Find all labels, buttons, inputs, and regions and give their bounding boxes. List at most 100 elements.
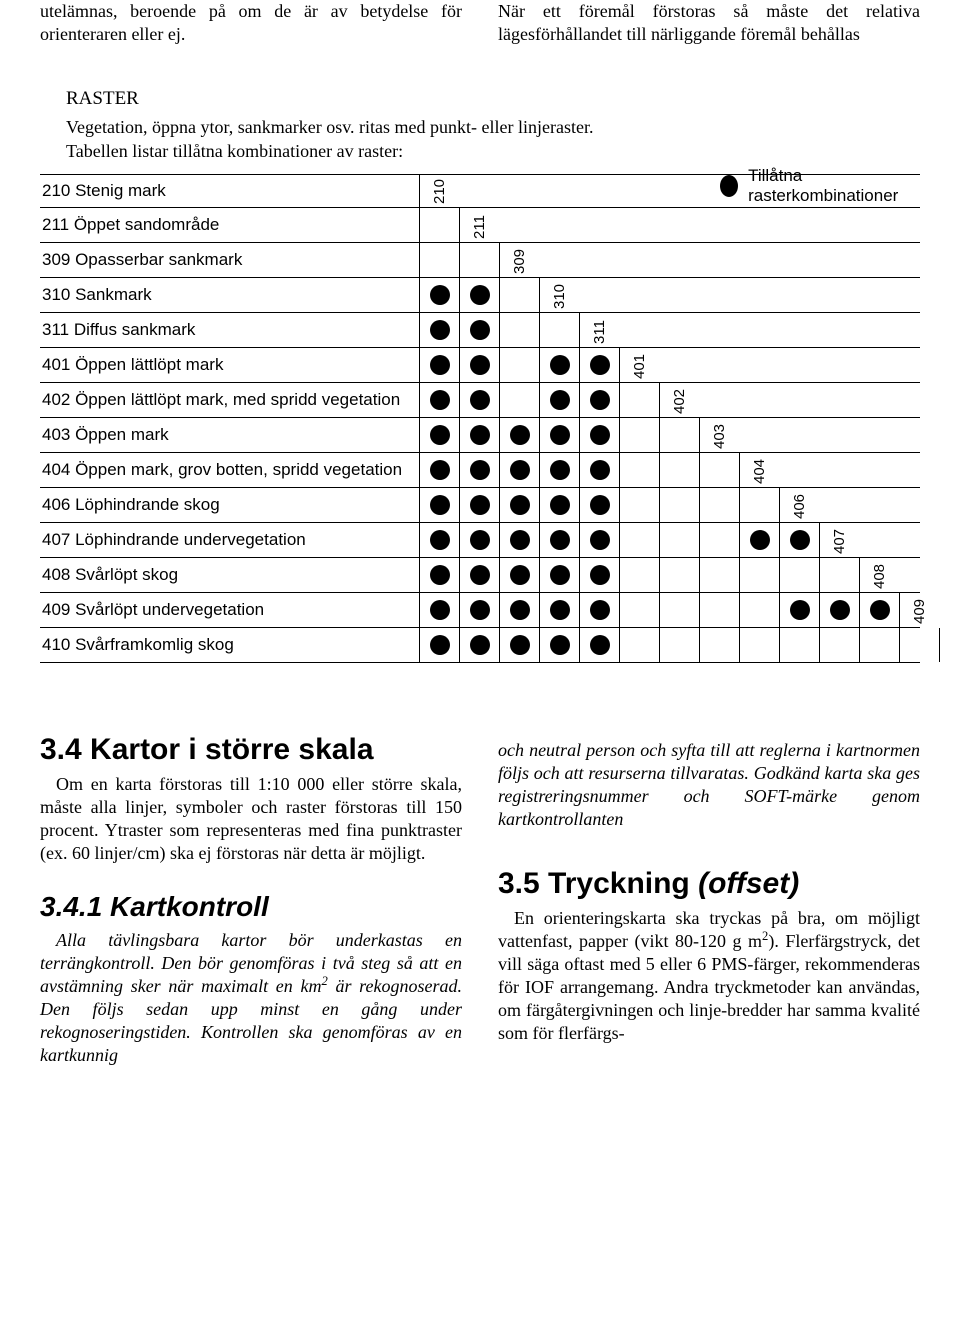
row-cells: 403 [420, 453, 740, 487]
matrix-cell [540, 418, 580, 452]
row-cells: 406 [420, 523, 820, 557]
column-header: 402 [671, 389, 688, 418]
matrix-cell [500, 488, 540, 522]
matrix-cell [460, 453, 500, 487]
matrix-cell [420, 558, 460, 592]
dot-icon [790, 600, 810, 620]
dot-icon [510, 530, 530, 550]
matrix-cell [420, 453, 460, 487]
dot-icon [870, 600, 890, 620]
dot-icon [430, 460, 450, 480]
row-cells: 402 [420, 418, 700, 452]
row-label: 403 Öppen mark [40, 418, 420, 452]
matrix-cell [420, 208, 460, 242]
matrix-cell [420, 278, 460, 312]
row-cells: 408 [420, 593, 900, 627]
raster-line2: Tabellen listar tillåtna kombinationer a… [66, 141, 403, 161]
dot-icon [590, 530, 610, 550]
dot-icon [430, 285, 450, 305]
top-left-text: utelämnas, beroende på om de är av betyd… [40, 0, 462, 46]
dot-icon [430, 320, 450, 340]
matrix-cell [420, 593, 460, 627]
matrix-cell [700, 628, 740, 662]
top-columns: utelämnas, beroende på om de är av betyd… [40, 0, 920, 48]
dot-icon [470, 495, 490, 515]
dot-icon [590, 495, 610, 515]
row-label: 210 Stenig mark [40, 175, 420, 207]
matrix-cell [620, 628, 660, 662]
dot-icon [790, 530, 810, 550]
matrix-cell [500, 383, 540, 417]
matrix-cell [740, 558, 780, 592]
matrix-cell [660, 418, 700, 452]
dot-icon [470, 355, 490, 375]
matrix-cell [660, 488, 700, 522]
matrix-cell [620, 523, 660, 557]
dot-icon [550, 635, 570, 655]
matrix-cell [580, 523, 620, 557]
matrix-cell [500, 558, 540, 592]
matrix-cell [460, 418, 500, 452]
matrix-cell [780, 523, 820, 557]
row-label: 409 Svårlöpt undervegetation [40, 593, 420, 627]
matrix-cell [740, 523, 780, 557]
dot-icon [830, 600, 850, 620]
dot-icon [590, 425, 610, 445]
matrix-cell [460, 278, 500, 312]
dot-icon [590, 355, 610, 375]
table-row: 408 Svårlöpt skog407 [40, 557, 920, 592]
sect341-body: Alla tävlingsbara kartor bör underkastas… [40, 929, 462, 1067]
matrix-cell [420, 383, 460, 417]
matrix-cell [700, 453, 740, 487]
matrix-cell [460, 348, 500, 382]
matrix-cell [580, 348, 620, 382]
row-cells: 210 [420, 208, 460, 242]
sect34-body: Om en karta förstoras till 1:10 000 elle… [40, 773, 462, 865]
matrix-cell [900, 628, 940, 662]
dot-icon [590, 460, 610, 480]
matrix-cell [460, 243, 500, 277]
dot-icon [430, 390, 450, 410]
dot-icon [470, 390, 490, 410]
row-label: 407 Löphindrande undervegetation [40, 523, 420, 557]
matrix-cell [580, 628, 620, 662]
table-row: 309 Opasserbar sankmark211 [40, 242, 920, 277]
matrix-cell [540, 488, 580, 522]
matrix-cell [460, 488, 500, 522]
column-header: 309 [511, 249, 528, 278]
matrix-cell [540, 348, 580, 382]
matrix-cell [700, 558, 740, 592]
table-row: 407 Löphindrande undervegetation406 [40, 522, 920, 557]
matrix-cell [460, 523, 500, 557]
dot-icon [430, 635, 450, 655]
matrix-cell [500, 453, 540, 487]
dot-icon [550, 565, 570, 585]
matrix-cell [860, 628, 900, 662]
dot-icon [510, 635, 530, 655]
raster-line1: Vegetation, öppna ytor, sankmarker osv. … [66, 117, 593, 137]
dot-icon [430, 530, 450, 550]
dot-icon [510, 565, 530, 585]
matrix-cell [780, 628, 820, 662]
dot-icon [550, 355, 570, 375]
matrix-cell [820, 628, 860, 662]
raster-matrix-chart: Tillåtna rasterkombinationer 210 Stenig … [40, 174, 920, 663]
matrix-cell [860, 593, 900, 627]
row-cells: 404 [420, 488, 780, 522]
heading-3-5: 3.5 Tryckning (offset) [498, 867, 920, 901]
matrix-cell [740, 488, 780, 522]
matrix-cell [420, 523, 460, 557]
column-header: 404 [751, 459, 768, 488]
row-cells: 309 [420, 278, 540, 312]
dot-icon [430, 425, 450, 445]
dot-icon [550, 390, 570, 410]
dot-icon [430, 355, 450, 375]
matrix-cell [580, 558, 620, 592]
dot-icon [590, 600, 610, 620]
matrix-cell [500, 278, 540, 312]
dot-icon [510, 495, 530, 515]
matrix-cell [700, 488, 740, 522]
column-header: 310 [551, 284, 568, 313]
matrix-cell [420, 348, 460, 382]
table-row: 210 Stenig mark [40, 174, 920, 207]
